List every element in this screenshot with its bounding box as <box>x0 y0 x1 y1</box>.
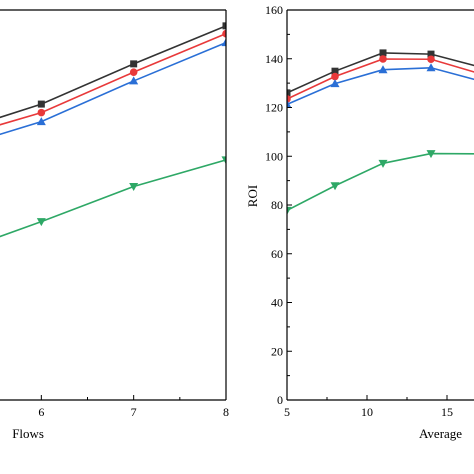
data-point-s4-2 <box>36 218 46 227</box>
y-tick-label: 0 <box>277 393 283 407</box>
data-point-s4-2 <box>330 182 340 191</box>
y-tick-label: 160 <box>265 3 283 17</box>
series-line-4 <box>0 159 226 238</box>
data-point-s3-4 <box>221 38 226 47</box>
data-point-s4-4 <box>221 156 226 165</box>
y-tick-label: 140 <box>265 52 283 66</box>
data-point-s1-3 <box>130 60 138 68</box>
data-point-s2-4 <box>427 55 435 64</box>
data-point-s2-3 <box>379 55 387 63</box>
x-tick-label: 8 <box>223 405 229 419</box>
y-tick-label: 60 <box>271 247 283 261</box>
y-tick-label: 80 <box>271 198 283 212</box>
y-tick-label: 120 <box>265 101 283 115</box>
x-tick-label: 10 <box>361 405 373 419</box>
x-tick-label: 7 <box>131 405 137 419</box>
data-point-s2-1 <box>287 95 291 103</box>
data-point-s1-3 <box>379 49 387 57</box>
x-tick-label: 15 <box>441 405 453 419</box>
x-tick-label: 6 <box>38 405 44 419</box>
series-line-2 <box>0 32 226 126</box>
data-point-s3-1 <box>287 99 292 108</box>
data-point-s2-3 <box>129 68 138 76</box>
series-group <box>287 49 474 215</box>
data-point-s3-2 <box>330 79 340 88</box>
data-point-s2-2 <box>37 108 46 117</box>
data-point-s1-4 <box>427 50 435 58</box>
series-group <box>0 22 226 238</box>
data-point-s1-2 <box>37 100 45 108</box>
right-chart-panel: 5 10 15 0 20 40 60 80 100 120 140 160 Average ROI <box>245 3 474 441</box>
data-point-s3-3 <box>378 65 388 74</box>
data-point-s2-2 <box>331 72 339 81</box>
data-point-s3-2 <box>36 117 46 126</box>
y-tick-label: 100 <box>265 149 283 163</box>
data-point-s3-3 <box>129 76 139 85</box>
x-tick-label: 5 <box>284 405 290 419</box>
data-point-s4-4 <box>426 150 436 159</box>
data-point-s1-2 <box>331 67 339 75</box>
x-axis-title: Average <box>419 426 462 441</box>
series-line-3 <box>0 41 226 136</box>
data-point-s4-1 <box>287 206 292 215</box>
y-tick-label: 20 <box>271 344 283 358</box>
data-point-s2-4 <box>222 29 226 38</box>
y-axis-title: ROI <box>245 185 260 207</box>
data-point-s3-4 <box>426 63 436 72</box>
data-point-s4-3 <box>129 182 139 191</box>
y-tick-label: 40 <box>271 296 283 310</box>
x-axis-title: Flows <box>12 426 44 441</box>
data-point-s1-1 <box>287 89 291 97</box>
data-point-s1-4 <box>222 22 226 30</box>
left-chart-panel: 6 7 8 Flows <box>0 9 229 441</box>
data-point-s4-3 <box>378 159 388 168</box>
series-line-1 <box>0 25 226 119</box>
